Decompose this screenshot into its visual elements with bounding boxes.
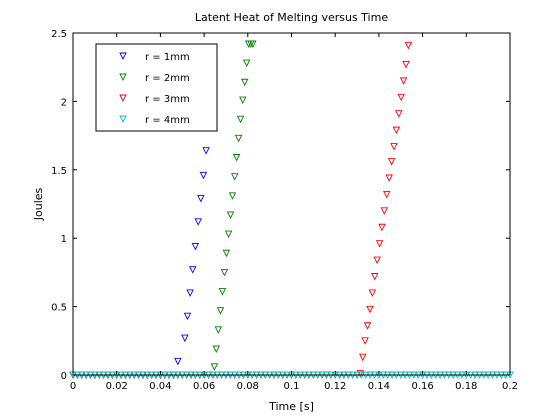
- y-tick-label: 0: [61, 371, 67, 382]
- y-tick-label: 2.5: [51, 29, 67, 40]
- y-tick-label: 0.5: [51, 303, 67, 314]
- y-tick-label: 1: [61, 234, 67, 245]
- legend-marker: [119, 94, 127, 103]
- data-point: [194, 218, 202, 226]
- data-point: [197, 195, 205, 203]
- legend-label: r = 3mm: [145, 94, 190, 105]
- data-point: [402, 61, 410, 69]
- data-point: [359, 353, 367, 362]
- legend-label: r = 4mm: [145, 115, 190, 126]
- data-point: [366, 305, 374, 314]
- data-point: [242, 59, 251, 68]
- data-point: [383, 190, 391, 199]
- x-axis: 0 0.02 0.04 0.06 0.08 0.1 0.12 0.14 0.16 0.18 0.2: [70, 33, 518, 392]
- data-point: [218, 288, 227, 296]
- legend-label: r = 1mm: [145, 52, 190, 63]
- data-point: [397, 93, 405, 102]
- legend-box: [95, 43, 218, 132]
- legend: r = 1mm r = 2mm r = 3mm r = 4mm: [95, 43, 218, 132]
- data-point: [232, 154, 241, 162]
- data-point: [387, 158, 396, 166]
- data-point: [212, 345, 221, 354]
- y-tick-label: 1.5: [51, 166, 67, 177]
- data-point: [181, 334, 189, 343]
- data-point: [378, 223, 386, 232]
- data-point: [230, 173, 239, 181]
- x-tick-label: 0.14: [368, 381, 390, 392]
- data-point: [228, 192, 237, 200]
- data-point: [210, 363, 219, 371]
- x-tick-label: 0: [70, 381, 76, 392]
- legend-label: r = 2mm: [145, 73, 190, 84]
- data-point: [191, 242, 200, 251]
- data-point: [249, 40, 257, 48]
- data-point: [368, 289, 377, 297]
- x-tick-label: 0.12: [324, 381, 346, 392]
- data-point: [399, 77, 408, 85]
- data-point: [380, 207, 389, 215]
- data-point: [234, 134, 243, 143]
- x-tick-label: 0.08: [237, 381, 259, 392]
- legend-marker: [119, 52, 127, 61]
- data-point: [236, 115, 245, 124]
- data-point: [222, 249, 231, 258]
- x-tick-label: 0.18: [455, 381, 477, 392]
- x-axis-label: Time [s]: [268, 400, 314, 413]
- legend-marker: [119, 115, 127, 124]
- data-point: [189, 266, 197, 274]
- y-axis: 0 0.5 1 1.5 2 2.5: [51, 29, 510, 382]
- x-tick-label: 0.1: [284, 381, 300, 392]
- data-point: [241, 78, 249, 87]
- data-point: [392, 126, 401, 135]
- x-tick-label: 0.06: [193, 381, 215, 392]
- data-point: [202, 147, 210, 155]
- data-point: [363, 322, 372, 330]
- data-point: [395, 110, 403, 118]
- data-point: [214, 326, 223, 334]
- data-point: [174, 357, 182, 366]
- data-point: [216, 307, 225, 315]
- x-tick-label: 0.2: [502, 381, 518, 392]
- data-point: [390, 143, 398, 151]
- data-point: [183, 312, 192, 321]
- data-point: [199, 171, 208, 180]
- data-point: [373, 256, 381, 265]
- data-point: [226, 211, 235, 219]
- data-point: [361, 337, 369, 345]
- legend-marker: [119, 73, 127, 82]
- x-tick-label: 0.02: [106, 381, 128, 392]
- data-point: [404, 41, 413, 50]
- data-point: [371, 273, 379, 281]
- data-point: [239, 96, 247, 105]
- data-point: [186, 289, 194, 297]
- data-point: [385, 174, 393, 183]
- x-tick-label: 0.04: [149, 381, 171, 392]
- chart-title: Latent Heat of Melting versus Time: [195, 11, 388, 24]
- data-point: [375, 240, 384, 248]
- x-tick-label: 0.16: [411, 381, 433, 392]
- y-tick-label: 2: [61, 97, 67, 108]
- y-axis-label: Joules: [32, 187, 45, 221]
- data-point: [224, 230, 233, 239]
- data-point: [220, 268, 229, 277]
